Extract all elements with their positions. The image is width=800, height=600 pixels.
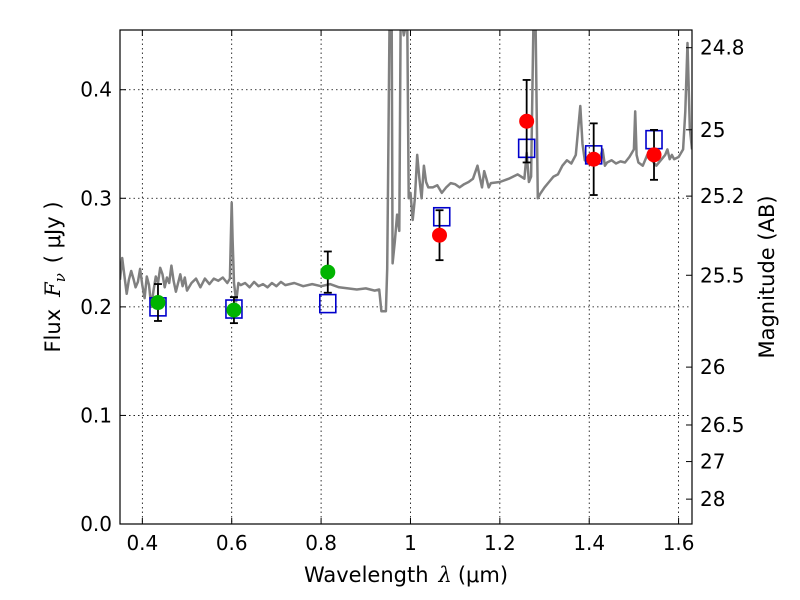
y-tick-label: 0.0 [80,512,112,536]
tick-layer: 0.4 0.6 0.8 1 1.2 1.4 1.6 0.0 0.1 0.2 0.3 0.4 24.8 25… [80,30,745,555]
model-square-marker [432,206,451,227]
photometry-point [586,151,602,167]
y2-tick-label: 25 [700,118,725,142]
x-axis-title: Wavelength λ (μm) [304,563,508,587]
photometry-point [320,264,336,280]
photometry-point [519,113,535,129]
y-tick-label: 0.4 [80,78,112,102]
y-axis-title: FluxFν( μJy ) [41,201,69,352]
y-tick-label: 0.1 [80,403,112,427]
marker-layer [149,79,663,325]
photometry-point [150,295,166,311]
photometry-point [226,302,242,318]
x-tick-label: 0.8 [305,531,337,555]
photometry-point [646,147,662,163]
svg-text:FluxFν( μJy ): FluxFν( μJy ) [41,201,69,352]
y2-tick-label: 27 [700,450,725,474]
x-tick-label: 0.6 [216,531,248,555]
x-tick-label: 1.4 [573,531,605,555]
y-tick-label: 0.2 [80,295,112,319]
y2-tick-label: 26.5 [700,413,745,437]
x-tick-label: 0.4 [126,531,158,555]
y2-tick-label: 25.5 [700,263,745,287]
model-square-marker [318,293,337,314]
y2-tick-label: 24.8 [700,36,745,60]
x-tick-label: 1 [404,531,417,555]
y2-tick-label: 28 [700,487,725,511]
photometry-point [432,227,448,243]
svg-text:Magnitude (AB): Magnitude (AB) [755,195,779,358]
plot-frame [119,29,693,525]
y2-axis-title: Magnitude (AB) [755,195,779,358]
y2-tick-label: 25.2 [700,184,745,208]
x-tick-label: 1.6 [663,531,695,555]
y-tick-label: 0.3 [80,186,112,210]
x-tick-label: 1.2 [484,531,516,555]
y2-tick-label: 26 [700,355,725,379]
